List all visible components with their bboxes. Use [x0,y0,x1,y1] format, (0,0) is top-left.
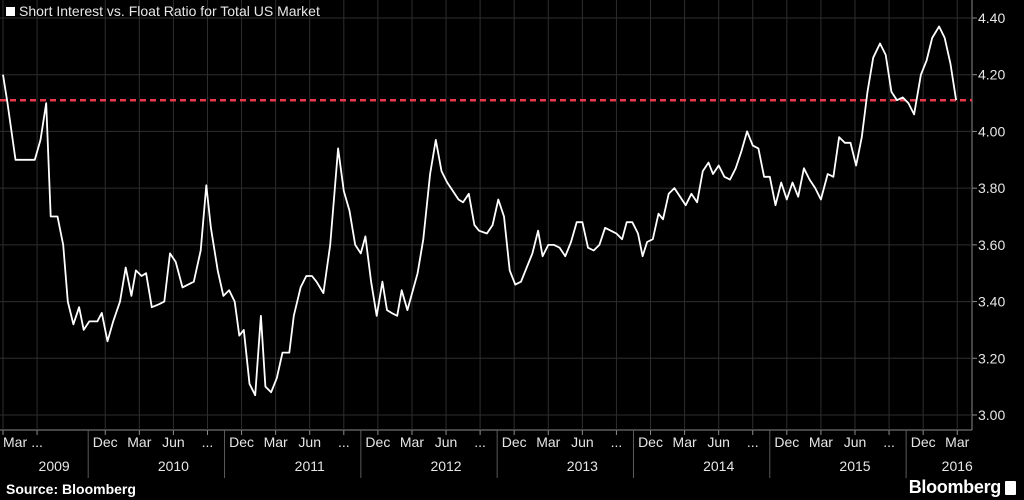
x-year-label: 2013 [567,458,598,474]
x-tick-label: Dec [365,434,390,450]
x-tick-label: ... [202,434,214,450]
y-axis: 3.00 3.20 3.40 3.60 3.80 4.00 4.20 4.40 [972,10,1005,423]
x-tick-label: Mar [264,434,288,450]
gridlines [0,0,973,431]
x-tick-label: ... [474,434,486,450]
x-year-label: 2010 [158,458,189,474]
x-tick-label: Jun [298,434,321,450]
x-tick-label: Jun [435,434,458,450]
x-tick-label: Mar [673,434,697,450]
x-tick-label: Mar [945,434,969,450]
x-tick-label: Dec [229,434,254,450]
series-line [2,25,957,397]
x-tick-label: Jun [162,434,185,450]
x-tick-label: Dec [502,434,527,450]
x-tick-label: ... [31,434,43,450]
x-tick-label: Dec [911,434,936,450]
x-year-label: 2014 [703,458,734,474]
series-group [2,25,957,397]
x-year-label: 2009 [39,458,70,474]
x-year-label: 2012 [430,458,461,474]
x-axis: Mar... Dec Mar Jun... Dec Mar Jun... Dec Mar Jun.… [2,430,973,478]
bloomberg-icon [1005,480,1016,495]
x-tick-label: Jun [707,434,730,450]
y-tick-label: 4.20 [978,67,1005,83]
x-tick-label: Mar [3,434,27,450]
legend-swatch [6,6,15,16]
y-tick-label: 4.00 [978,123,1005,139]
x-tick-label: Dec [93,434,118,450]
brand-text: Bloomberg [908,477,1002,497]
x-year-label: 2011 [295,458,325,474]
x-tick-label: Mar [400,434,424,450]
x-tick-label: Jun [571,434,594,450]
x-tick-label: ... [338,434,350,450]
x-tick-label: Dec [774,434,799,450]
x-tick-label: Mar [536,434,560,450]
x-year-label: 2016 [942,458,973,474]
source-note: Source: Bloomberg [6,481,136,497]
y-tick-label: 3.60 [978,237,1005,253]
bloomberg-logo: Bloomberg [909,477,1016,498]
x-tick-label: ... [611,434,623,450]
y-tick-label: 3.00 [978,407,1005,423]
legend-label: Short Interest vs. Float Ratio for Total… [19,3,320,19]
x-tick-label: ... [747,434,759,450]
x-tick-label: Mar [809,434,833,450]
legend: Short Interest vs. Float Ratio for Total… [6,3,320,19]
y-tick-label: 3.20 [978,350,1005,366]
x-tick-label: Mar [127,434,151,450]
y-tick-label: 3.40 [978,294,1005,310]
x-tick-label: Jun [844,434,867,450]
x-year-label: 2015 [839,458,870,474]
y-tick-label: 3.80 [978,180,1005,196]
x-tick-label: ... [883,434,895,450]
x-tick-label: Dec [638,434,663,450]
y-tick-label: 4.40 [978,10,1005,26]
